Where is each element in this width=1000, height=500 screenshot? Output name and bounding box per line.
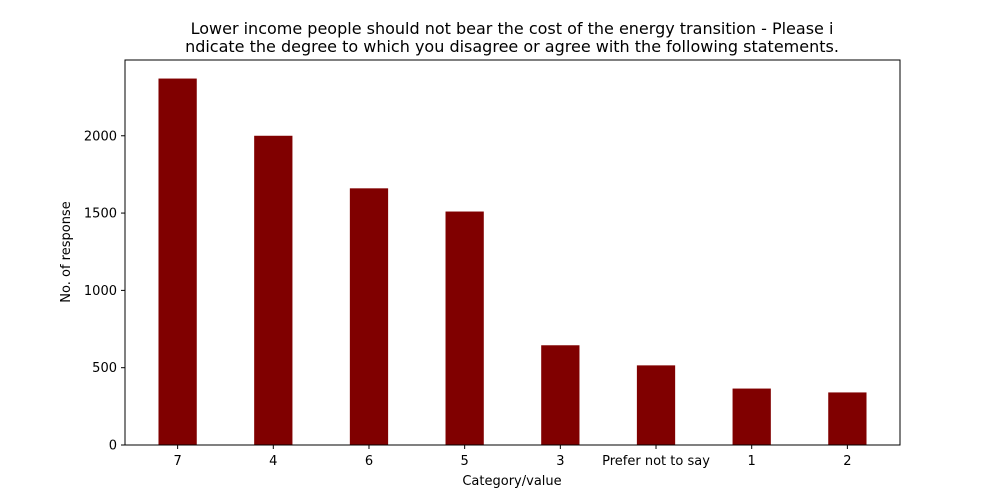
y-tick-label: 0: [109, 439, 117, 454]
y-ticks-group: 0 500 1000 1500 2000: [84, 129, 125, 454]
x-tick-label: 1: [748, 454, 756, 469]
x-tick-label: 3: [556, 454, 564, 469]
bar-3: [541, 345, 580, 445]
bar-5: [445, 211, 484, 445]
x-tick-label: 2: [843, 454, 851, 469]
x-tick-label: 7: [173, 454, 181, 469]
y-tick-label: 1500: [84, 207, 117, 222]
x-ticks-group: 7 4 6 5 3 Prefer not to say 1 2: [173, 445, 852, 469]
plot-frame: [124, 59, 901, 446]
bar-7: [158, 78, 197, 446]
x-tick-label: 5: [461, 454, 469, 469]
bars-group: [158, 78, 867, 446]
x-tick-label: Prefer not to say: [602, 454, 710, 469]
x-tick-label: 6: [365, 454, 373, 469]
chart-title-line-2: ndicate the degree to which you disagree…: [185, 37, 839, 56]
bar-2: [828, 392, 867, 445]
y-tick-label: 500: [92, 361, 117, 376]
chart-title-line-1: Lower income people should not bear the …: [191, 19, 834, 38]
x-axis-label: Category/value: [462, 474, 561, 489]
y-tick-label: 2000: [84, 129, 117, 144]
bar-6: [349, 188, 389, 445]
y-tick-label: 1000: [84, 284, 117, 299]
y-axis-label: No. of response: [59, 201, 74, 302]
bar-1: [732, 388, 771, 445]
bar-4: [254, 135, 293, 445]
bar-prefer-not-to-say: [636, 365, 676, 445]
x-tick-label: 4: [269, 454, 277, 469]
